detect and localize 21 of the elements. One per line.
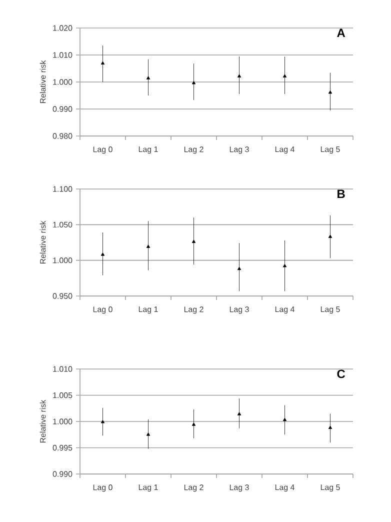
point	[282, 418, 287, 422]
point	[282, 264, 287, 268]
point	[328, 234, 332, 238]
chart-title: A	[337, 28, 346, 37]
chart-title: B	[338, 190, 345, 198]
point	[282, 74, 287, 78]
point	[192, 422, 196, 426]
point	[237, 412, 242, 416]
point	[237, 266, 242, 270]
point	[328, 90, 332, 94]
point	[100, 420, 105, 424]
point	[100, 61, 105, 65]
point	[192, 240, 196, 243]
point	[328, 426, 332, 429]
chart-title: C	[337, 370, 346, 378]
point	[146, 432, 150, 436]
point	[237, 74, 242, 78]
point	[100, 252, 105, 256]
point	[146, 244, 150, 248]
point	[146, 76, 150, 80]
point	[192, 80, 196, 84]
